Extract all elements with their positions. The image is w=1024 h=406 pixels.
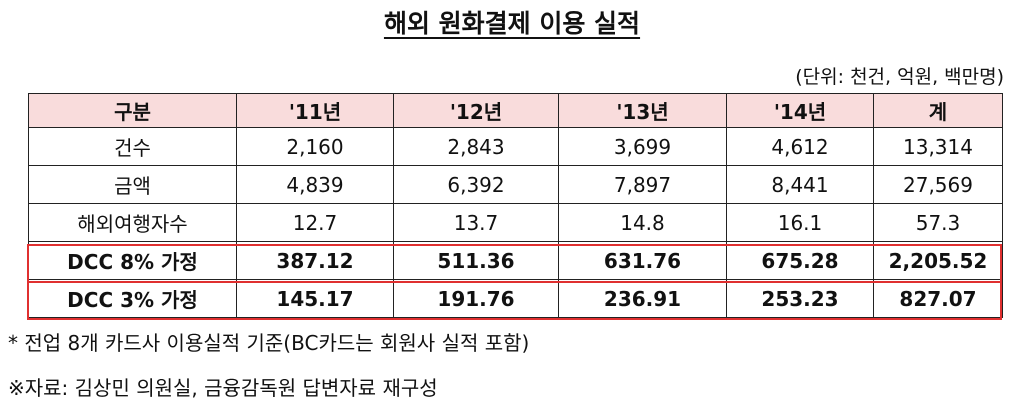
cell: 57.3 [873, 203, 1003, 242]
header-cell: '12년 [393, 93, 559, 128]
cell: 4,839 [236, 165, 394, 204]
table-row: 금액 4,839 6,392 7,897 8,441 27,569 [28, 165, 1003, 204]
header-cell: '11년 [236, 93, 394, 128]
cell: 4,612 [726, 127, 874, 166]
cell: 8,441 [726, 165, 874, 204]
cell: 145.17 [236, 279, 394, 318]
row-label: 금액 [28, 165, 237, 204]
footnote: * 전업 8개 카드사 이용실적 기준(BC카드는 회원사 실적 포함) [8, 331, 530, 355]
row-label: DCC 3% 가정 [28, 279, 237, 318]
table-row: 해외여행자수 12.7 13.7 14.8 16.1 57.3 [28, 203, 1003, 242]
cell: 14.8 [558, 203, 727, 242]
cell: 631.76 [558, 241, 727, 280]
cell: 2,160 [236, 127, 394, 166]
cell: 387.12 [236, 241, 394, 280]
header-cell: 구분 [28, 93, 237, 128]
cell: 12.7 [236, 203, 394, 242]
highlight-divider [27, 281, 1002, 283]
cell: 2,205.52 [873, 241, 1003, 280]
row-label: DCC 8% 가정 [28, 241, 237, 280]
cell: 13.7 [393, 203, 559, 242]
table-row: DCC 3% 가정 145.17 191.76 236.91 253.23 827.07 [28, 279, 1003, 318]
cell: 6,392 [393, 165, 559, 204]
header-cell: '14년 [726, 93, 874, 128]
cell: 27,569 [873, 165, 1003, 204]
unit-note: (단위: 천건, 억원, 백만명) [795, 66, 1004, 88]
header-row: 구분 '11년 '12년 '13년 '14년 계 [28, 93, 1003, 128]
cell: 3,699 [558, 127, 727, 166]
header-cell: 계 [873, 93, 1003, 128]
source-note: ※자료: 김상민 의원실, 금융감독원 답변자료 재구성 [8, 376, 438, 400]
cell: 827.07 [873, 279, 1003, 318]
table-row: 건수 2,160 2,843 3,699 4,612 13,314 [28, 127, 1003, 166]
row-label: 건수 [28, 127, 237, 166]
data-table: 구분 '11년 '12년 '13년 '14년 계 건수 2,160 2,843 3,699 4,6… [28, 93, 1003, 318]
cell: 511.36 [393, 241, 559, 280]
cell: 7,897 [558, 165, 727, 204]
table-row: DCC 8% 가정 387.12 511.36 631.76 675.28 2,205.5… [28, 241, 1003, 280]
cell: 675.28 [726, 241, 874, 280]
cell: 191.76 [393, 279, 559, 318]
cell: 253.23 [726, 279, 874, 318]
cell: 236.91 [558, 279, 727, 318]
cell: 13,314 [873, 127, 1003, 166]
cell: 2,843 [393, 127, 559, 166]
title: 해외 원화결제 이용 실적 [383, 9, 641, 38]
header-cell: '13년 [558, 93, 727, 128]
cell: 16.1 [726, 203, 874, 242]
row-label: 해외여행자수 [28, 203, 237, 242]
